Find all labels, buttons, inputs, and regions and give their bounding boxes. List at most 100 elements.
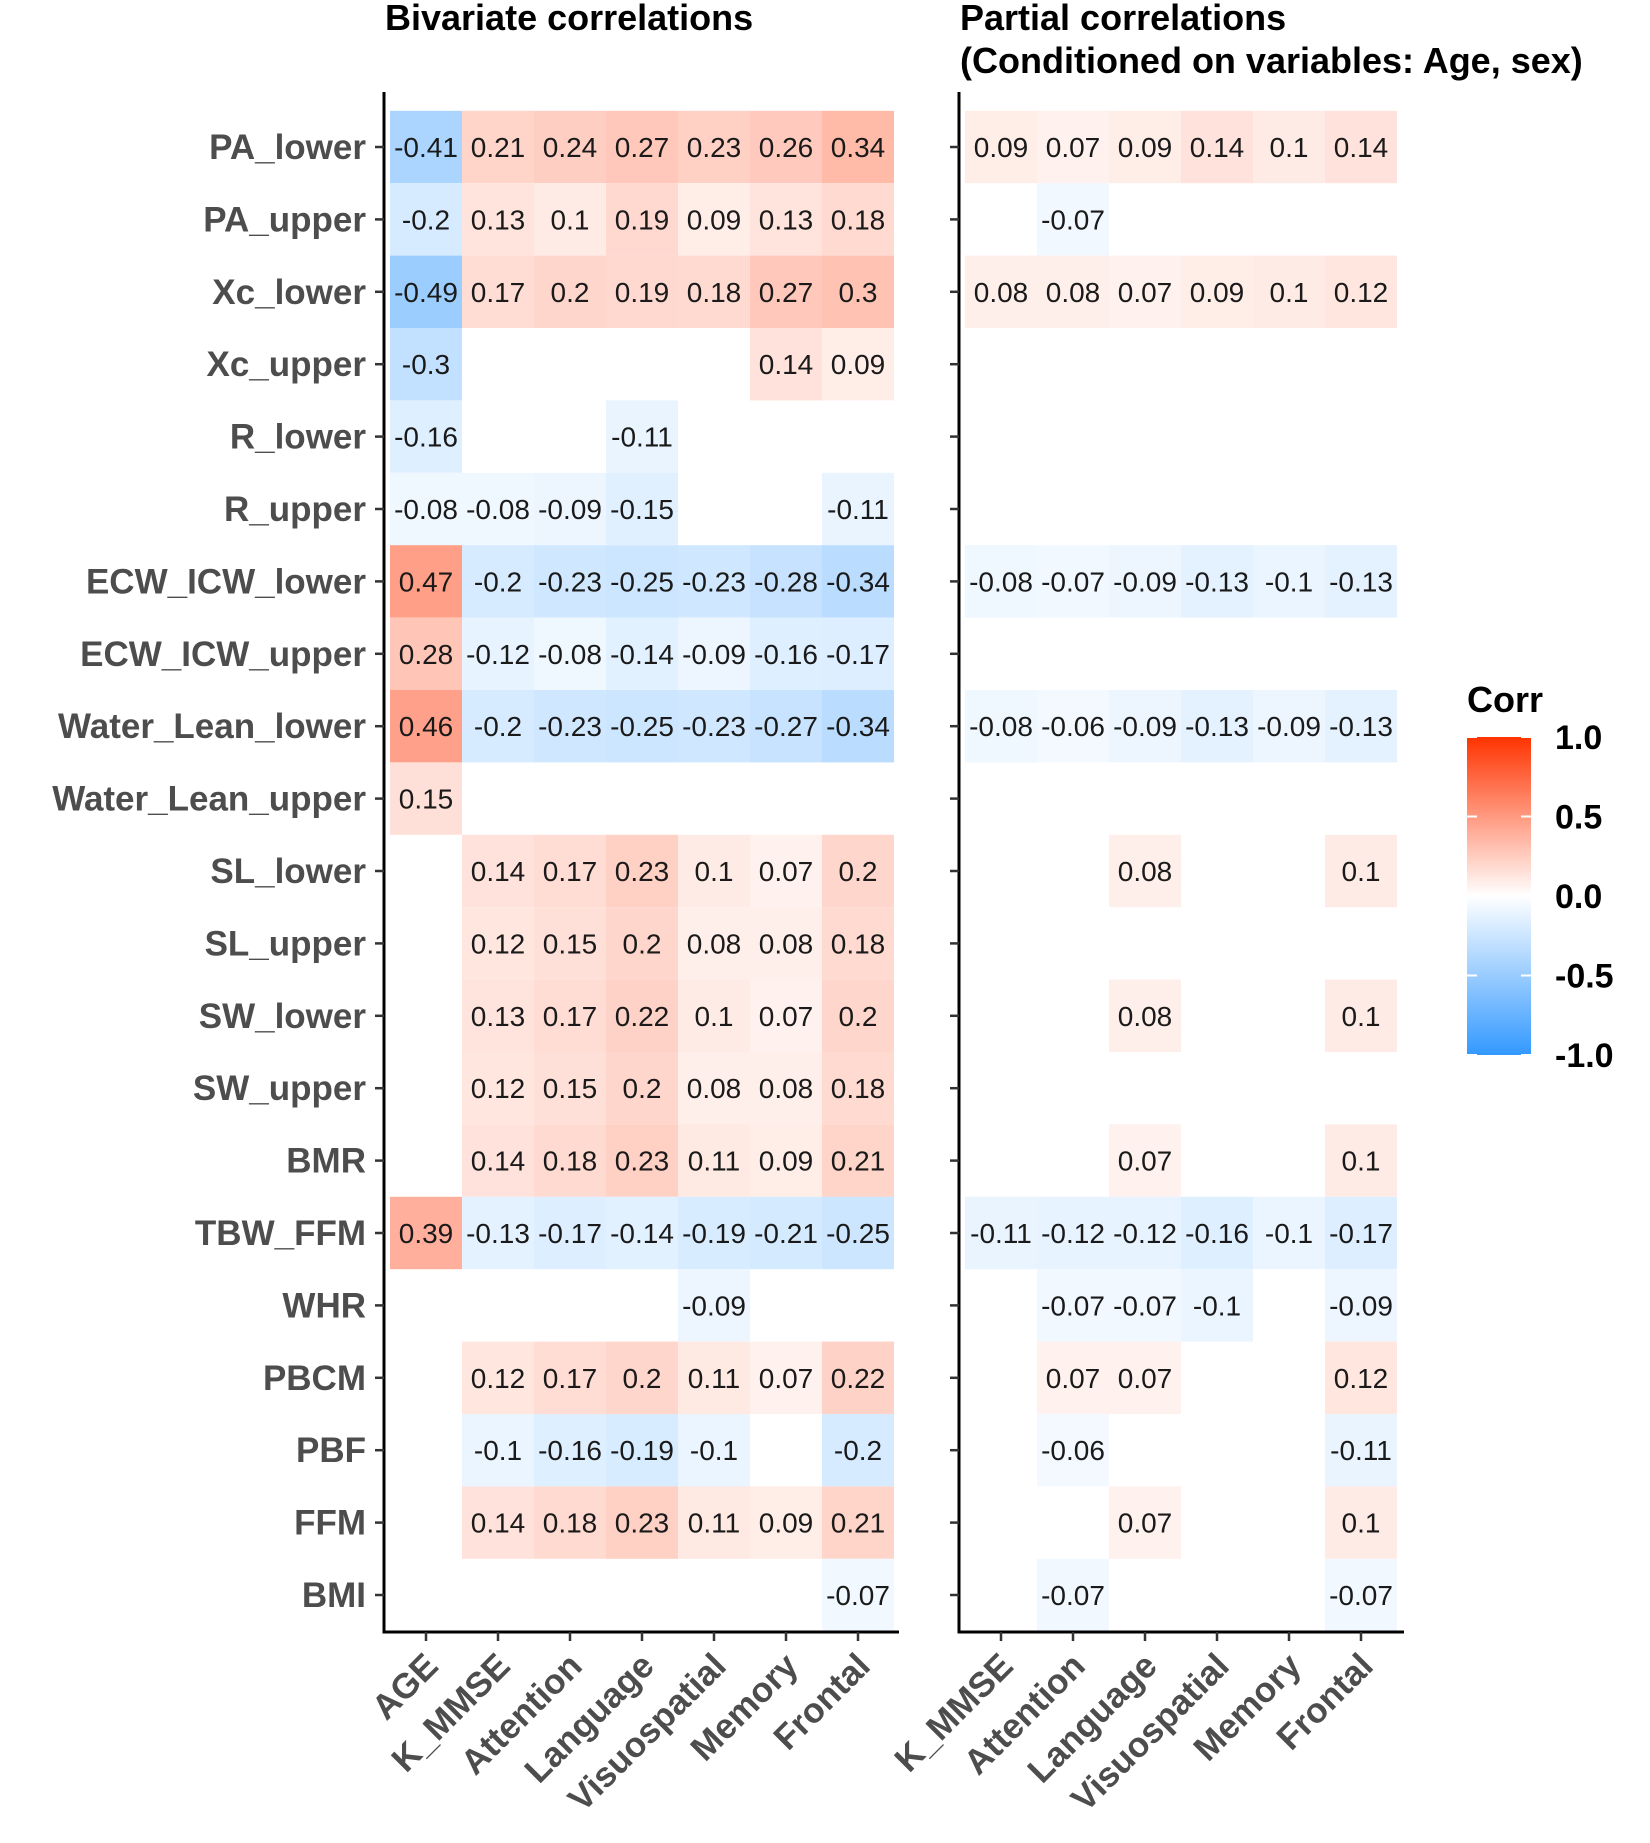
heatmap-cell [534,1124,606,1197]
heatmap-cell [822,1196,894,1270]
cell-value-label: 0.07 [1118,1363,1173,1394]
cell-value-label: -0.2 [402,204,450,235]
heatmap-cell [1253,545,1325,618]
row-label: PBCM [263,1359,366,1398]
heatmap-cell [462,979,534,1052]
heatmap-cell [965,545,1037,618]
heatmap-cell [462,1196,534,1270]
legend-tick-label: 0.0 [1555,878,1602,916]
cell-value-label: 0.14 [1334,132,1389,163]
cell-value-label: -0.17 [1329,1218,1393,1249]
row-label: PBF [296,1431,366,1470]
heatmap-cell [606,183,678,256]
panel-titles: Bivariate correlations Partial correlati… [385,0,1583,81]
heatmap-cell [462,834,534,908]
cell-value-label: 0.1 [1342,1508,1381,1539]
legend-title: Corr [1467,679,1543,720]
heatmap-cell [1181,1196,1253,1270]
cell-value-label: -0.14 [610,1218,674,1249]
heatmap-cell [390,1196,462,1270]
heatmap-cell [462,1052,534,1125]
cell-value-label: 0.1 [1342,856,1381,887]
cell-value-label: -0.09 [682,1290,746,1321]
row-label: TBW_FFM [195,1214,366,1253]
heatmap-cell [822,1486,894,1559]
heatmap-cell [390,183,462,256]
heatmap-cell [678,255,750,328]
heatmap-cell [678,1196,750,1270]
cell-value-label: 0.14 [471,856,526,887]
heatmap-cell [1109,110,1181,184]
cell-value-label: 0.07 [1046,132,1101,163]
cell-value-label: 0.09 [831,349,886,380]
heatmap-cell [606,1341,678,1414]
cell-value-label: 0.2 [839,1001,878,1032]
heatmap-cell [750,328,822,401]
legend-colorbar [1467,737,1531,1055]
heatmap-cell [462,617,534,690]
cell-value-label: -0.08 [538,639,602,670]
heatmap-cell [1037,1269,1109,1342]
cell-value-label: 0.08 [974,277,1029,308]
row-label: FFM [294,1504,366,1543]
cell-value-label: 0.21 [831,1508,886,1539]
cell-value-label: -0.19 [682,1218,746,1249]
heatmap-cell [606,907,678,980]
cell-value-label: 0.09 [974,132,1029,163]
cell-value-label: 0.08 [1046,277,1101,308]
cell-value-label: -0.25 [826,1218,890,1249]
heatmap-cell [462,183,534,256]
cell-value-label: 0.22 [831,1363,886,1394]
heatmap-cell [534,1196,606,1270]
cell-value-label: 0.27 [759,277,814,308]
heatmap-cell [1253,1196,1325,1270]
cell-value-label: 0.34 [831,132,886,163]
cell-value-label: 0.46 [399,711,454,742]
heatmap-cell [1037,255,1109,328]
heatmap-cell [965,110,1037,184]
heatmap-cell [1109,1124,1181,1197]
heatmap-cell [390,110,462,184]
cell-value-label: -0.25 [610,711,674,742]
cell-value-label: -0.11 [970,1218,1032,1249]
heatmap-cell [534,255,606,328]
cell-value-label: 0.07 [1118,1508,1173,1539]
legend-tick-label: -0.5 [1555,958,1614,996]
cell-value-label: 0.08 [759,928,814,959]
heatmap-cell [678,979,750,1052]
cell-value-label: -0.09 [1113,711,1177,742]
heatmap-cell [678,110,750,184]
cell-value-label: -0.08 [394,494,458,525]
heatmap-cell [534,183,606,256]
cell-value-label: 0.18 [543,1508,598,1539]
heatmap-cell [750,834,822,908]
cell-value-label: 0.13 [759,204,814,235]
row-label: SW_upper [193,1069,366,1108]
cell-value-label: -0.12 [1041,1218,1105,1249]
heatmap-cell [1037,545,1109,618]
heatmap-cell [1253,255,1325,328]
row-label: PA_upper [203,200,366,239]
cell-value-label: 0.2 [551,277,590,308]
heatmap-cell [822,834,894,908]
cell-value-label: -0.34 [826,711,890,742]
heatmap-cell [1325,1486,1397,1559]
row-label: Water_Lean_upper [52,780,366,819]
heatmap-cell [1109,1341,1181,1414]
cell-value-label: 0.27 [615,132,670,163]
heatmap-cell [750,907,822,980]
heatmap-cell [534,1341,606,1414]
partial-panel-title-line1: Partial correlations [960,0,1286,38]
heatmap-cell [678,690,750,763]
cell-value-label: 0.24 [543,132,598,163]
row-label: SL_upper [205,924,367,963]
cell-value-label: 0.21 [471,132,526,163]
cell-value-label: 0.14 [759,349,814,380]
heatmap-cell [462,110,534,184]
heatmap-cell [678,1486,750,1559]
heatmap-cell [678,1052,750,1125]
heatmap-cell [822,110,894,184]
heatmap-cell [606,1414,678,1487]
heatmap-cell [606,979,678,1052]
cell-value-label: 0.14 [471,1146,526,1177]
